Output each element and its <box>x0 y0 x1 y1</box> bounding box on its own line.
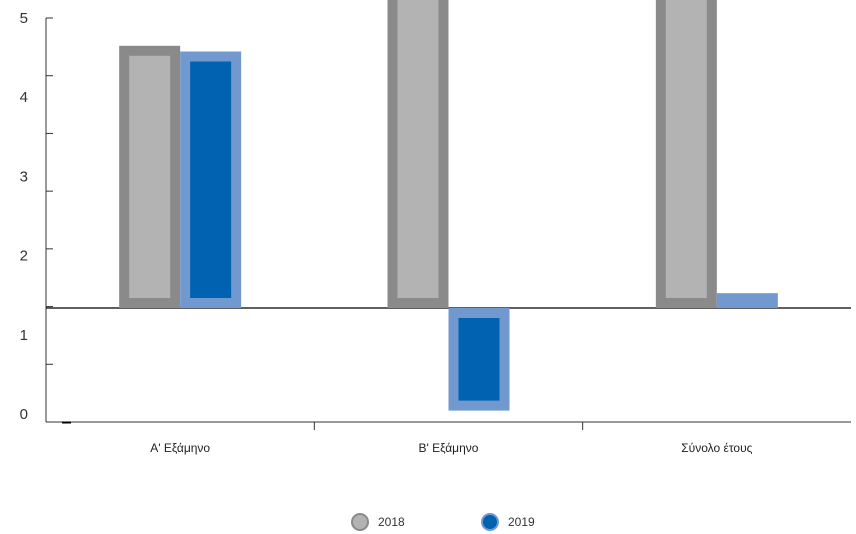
y-tick-label: 3 <box>20 168 28 185</box>
legend-marker-2018 <box>351 513 369 531</box>
bars <box>119 0 778 411</box>
y-tick-label: 4 <box>20 89 28 106</box>
bar-2019 <box>190 61 232 298</box>
y-tick-label: 0 <box>20 406 28 423</box>
legend: 2018 2019 <box>351 513 535 531</box>
bar-2019 <box>716 293 778 308</box>
bar-2018 <box>397 0 439 298</box>
labels: 0 1 2 3 4 5 Α' Εξάμηνο Β' Εξάμηνο Σύνολο έτους <box>20 10 753 455</box>
legend-label-2018: 2018 <box>378 515 405 529</box>
legend-label-2019: 2019 <box>508 515 535 529</box>
x-category-label: Β' Εξάμηνο <box>419 441 479 455</box>
y-tick-label: 5 <box>20 10 28 27</box>
x-category-label: Α' Εξάμηνο <box>150 441 210 455</box>
legend-marker-2019 <box>481 513 499 531</box>
y-tick-label: 1 <box>20 327 28 344</box>
bar-2019 <box>458 318 500 401</box>
bar-2018 <box>665 0 707 298</box>
x-category-label: Σύνολο έτους <box>681 441 752 455</box>
y-tick-label: 2 <box>20 248 28 265</box>
bar-2018 <box>129 55 171 298</box>
